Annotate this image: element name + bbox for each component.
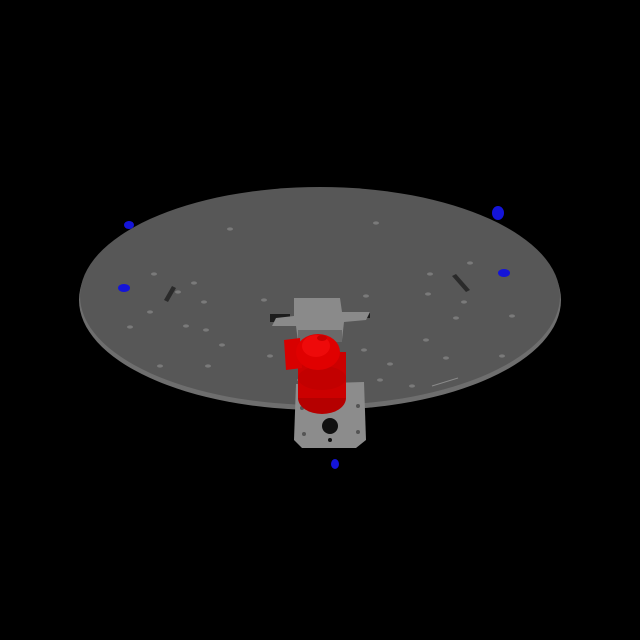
platter-hole <box>409 384 415 388</box>
platter-slot-right <box>452 274 470 292</box>
platter-hole <box>377 378 383 382</box>
motor-body-ring <box>298 366 346 390</box>
platter-hole <box>267 354 273 358</box>
platter-hole <box>261 298 267 302</box>
platter-hole <box>499 354 505 358</box>
motor-shaft <box>317 335 327 341</box>
bracket-hole <box>322 418 338 434</box>
bracket-hole-small <box>328 438 332 442</box>
platter-hole <box>127 325 133 329</box>
marker-front <box>331 459 339 469</box>
platter-hole <box>443 356 449 360</box>
marker-left-back <box>124 221 134 229</box>
platter-holes <box>127 221 515 388</box>
platter-top <box>80 187 560 405</box>
platter-hole <box>373 221 379 225</box>
marker-right <box>498 269 510 277</box>
platter-hole <box>361 348 367 352</box>
platter-slot-left <box>164 286 176 302</box>
platter-hole <box>205 364 211 368</box>
platter-scratch <box>431 377 459 387</box>
bracket-screw <box>302 432 306 436</box>
bracket-screw <box>356 404 360 408</box>
platter-hole <box>227 227 233 231</box>
platter-hole <box>175 290 181 294</box>
platter-hole <box>151 272 157 276</box>
platter-hole <box>201 300 207 304</box>
platter-hole <box>467 261 473 265</box>
bracket-screw <box>356 430 360 434</box>
platter-hole <box>363 294 369 298</box>
platter-hole <box>203 328 209 332</box>
platter-hole <box>183 324 189 328</box>
platter-hole <box>157 364 163 368</box>
mount-bracket-upper <box>272 298 370 342</box>
platter-hole <box>219 343 225 347</box>
platter-hole <box>191 281 197 285</box>
platter-hole <box>427 272 433 276</box>
platter-hole <box>147 310 153 314</box>
platter-hole <box>509 314 515 318</box>
marker-right-back <box>492 206 504 220</box>
platter-hole <box>461 300 467 304</box>
platter-hole <box>453 316 459 320</box>
platter-hole <box>387 362 393 366</box>
platter-hole <box>425 292 431 296</box>
marker-left <box>118 284 130 292</box>
platter-hole <box>423 338 429 342</box>
